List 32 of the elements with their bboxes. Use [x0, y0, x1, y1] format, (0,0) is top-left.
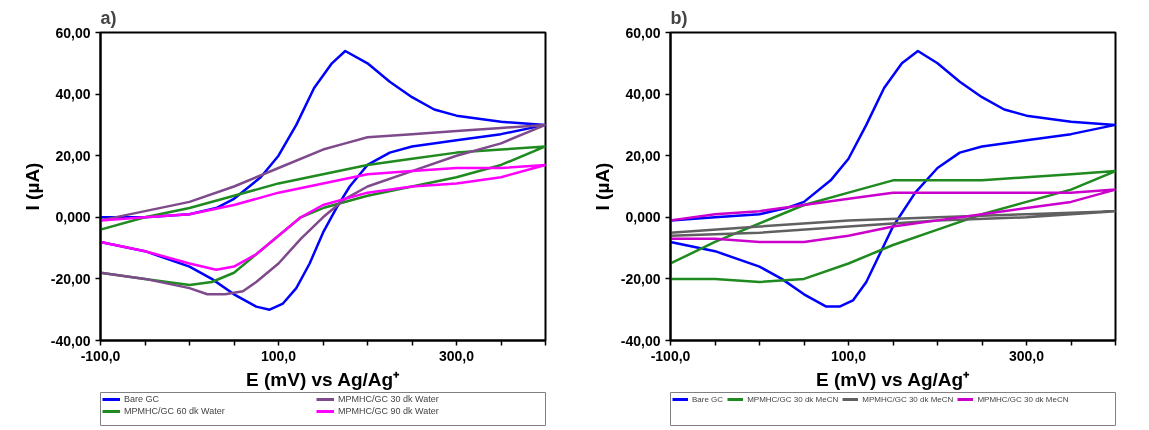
- x-axis-title: E (mV) vs Ag/Ag⁺: [816, 368, 971, 390]
- x-tick-label: -100,0: [80, 347, 121, 364]
- chart-title: b): [670, 7, 688, 28]
- x-tick-label: 100,0: [260, 347, 297, 364]
- x-tick-label: 100,0: [830, 347, 867, 364]
- y-tick-label: -40,00: [50, 332, 91, 349]
- legend-label: MPMHC/GC 60 dk Water: [124, 406, 226, 416]
- x-tick-label: -100,0: [650, 347, 691, 364]
- y-axis-title: I (µA): [21, 162, 43, 211]
- x-tick-label: 300,0: [1008, 347, 1045, 364]
- y-tick-label: 20,00: [625, 147, 661, 164]
- legend-label: Bare GC: [124, 394, 160, 404]
- legend-label: MPMHC/GC 30 dk MeCN: [747, 394, 839, 404]
- y-axis-title: I (µA): [591, 162, 613, 211]
- y-tick-label: 60,00: [55, 24, 91, 41]
- legend-label: MPMHC/GC 90 dk Water: [338, 406, 440, 416]
- legend-label: MPMHC/GC 30 dk MeCN: [977, 394, 1069, 404]
- legend-label: MPMHC/GC 30 dk Water: [338, 394, 440, 404]
- legend-label: Bare GC: [692, 394, 724, 404]
- y-tick-label: 60,00: [625, 24, 661, 41]
- y-tick-label: 20,00: [55, 147, 91, 164]
- y-tick-label: -20,00: [50, 270, 91, 287]
- x-axis-title: E (mV) vs Ag/Ag⁺: [246, 368, 401, 390]
- y-tick-label: 0,000: [625, 209, 661, 226]
- legend-label: MPMHC/GC 30 dk MeCN: [862, 394, 954, 404]
- y-tick-label: 0,000: [55, 209, 91, 226]
- x-tick-label: 300,0: [438, 347, 475, 364]
- y-tick-label: 40,00: [55, 86, 91, 103]
- y-tick-label: -40,00: [620, 332, 661, 349]
- chart-title: a): [100, 7, 117, 28]
- y-tick-label: -20,00: [620, 270, 661, 287]
- y-tick-label: 40,00: [625, 86, 661, 103]
